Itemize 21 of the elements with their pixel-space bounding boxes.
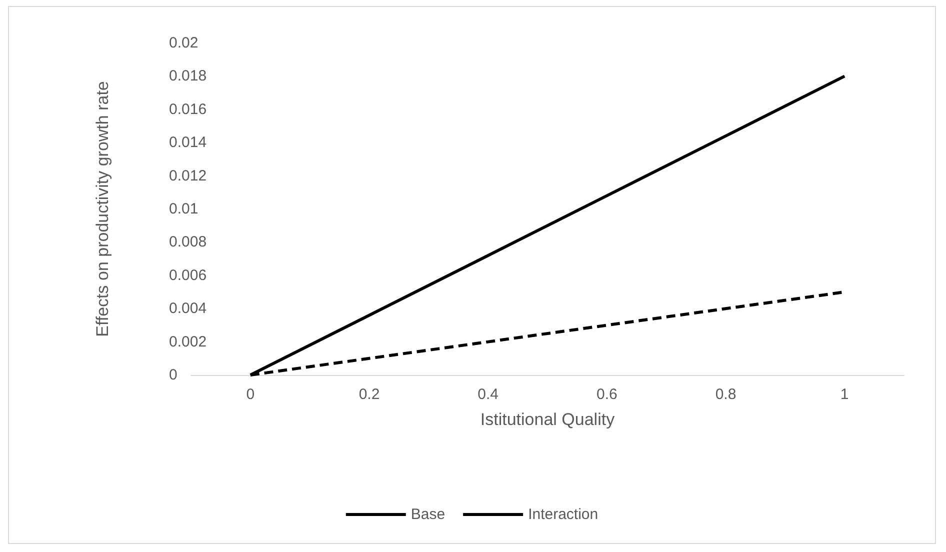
y-axis-title: Effects on productivity growth rate: [93, 81, 112, 337]
y-tick-label: 0.02: [169, 34, 198, 52]
legend-label: Interaction: [528, 506, 598, 523]
y-tick-label: 0.006: [169, 266, 207, 284]
x-tick-label: 1: [840, 386, 849, 403]
x-tick-label: 0: [246, 386, 255, 403]
x-tick-label: 0.6: [596, 386, 618, 403]
y-tick-label: 0.018: [169, 68, 207, 85]
y-tick-label: 0.014: [169, 134, 207, 152]
y-tick-label: 0.01: [169, 200, 198, 218]
y-tick-label: 0.002: [169, 333, 207, 350]
x-tick-label: 0.2: [358, 386, 380, 403]
x-tick-label: 0.8: [715, 386, 736, 403]
y-tick-label: 0.004: [169, 300, 207, 318]
x-axis-title: Istitutional Quality: [480, 410, 616, 429]
x-tick-label: 0.4: [478, 386, 499, 403]
legend-label: Base: [410, 506, 446, 523]
y-tick-label: 0: [169, 366, 178, 384]
y-tick-label: 0.012: [169, 167, 207, 184]
y-tick-label: 0.008: [169, 234, 207, 251]
y-tick-label: 0.016: [169, 100, 207, 118]
